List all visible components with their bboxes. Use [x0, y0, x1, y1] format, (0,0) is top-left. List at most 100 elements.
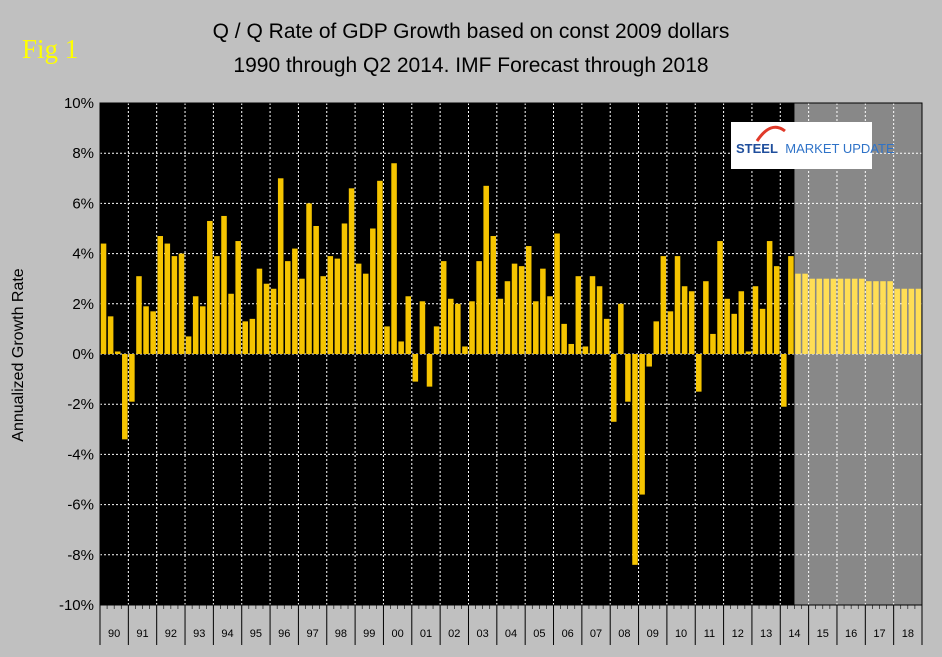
- bar-actual: [766, 241, 773, 354]
- bar-actual: [199, 306, 206, 354]
- x-tick-label: 02: [448, 628, 460, 640]
- logo-text: STEEL MARKET UPDATE: [736, 141, 895, 156]
- bar-actual: [518, 266, 525, 354]
- bar-forecast: [823, 278, 830, 354]
- bar-actual: [320, 276, 326, 354]
- y-axis-ticks: -10% -8% -6% -4% -2% 0% 2% 4% 6% 8% 10%: [59, 95, 94, 614]
- bar-actual: [710, 333, 716, 354]
- bar-actual: [703, 281, 709, 354]
- bar-actual: [781, 354, 787, 407]
- bar-actual: [164, 243, 171, 354]
- bar-actual: [724, 298, 730, 354]
- bar-actual: [483, 185, 489, 354]
- x-axis: 90 91 92 93 94 95 96 97 98 99 00 01 02 03 04 05 06 07 08 09…: [99, 604, 923, 645]
- bar-actual: [681, 286, 688, 354]
- bar-actual: [540, 268, 546, 354]
- bar-actual: [171, 256, 178, 354]
- bar-actual: [788, 256, 794, 354]
- logo-background: [731, 122, 872, 169]
- y-tick-label: 2%: [72, 296, 94, 313]
- y-tick-label: -6%: [67, 497, 94, 514]
- bar-actual: [596, 286, 603, 354]
- bar-actual: [455, 303, 461, 354]
- y-tick-label: -8%: [67, 547, 94, 564]
- bar-actual: [773, 266, 780, 354]
- x-tick-label: 94: [221, 628, 233, 640]
- x-tick-label: 12: [732, 628, 744, 640]
- bar-actual: [362, 273, 369, 354]
- bar-actual: [277, 178, 284, 354]
- bar-actual: [327, 256, 334, 354]
- bar-actual: [490, 236, 497, 354]
- bar-forecast: [866, 281, 872, 354]
- logo-swoosh-icon: [755, 125, 786, 142]
- bar-forecast: [844, 278, 851, 354]
- y-tick-label: -10%: [59, 597, 94, 614]
- x-tick-label: 11: [704, 628, 715, 640]
- x-tick-label: 01: [420, 628, 432, 640]
- x-tick-label: 03: [477, 628, 489, 640]
- bar-forecast: [880, 281, 886, 354]
- bar-actual: [136, 276, 142, 354]
- bar-forecast: [894, 288, 900, 354]
- x-tick-label: 15: [817, 628, 829, 640]
- bar-forecast: [887, 281, 893, 354]
- figure-label: Fig 1: [22, 34, 78, 64]
- plot-border: [99, 102, 923, 606]
- x-tick-label: 97: [306, 628, 318, 640]
- bar-actual: [214, 256, 220, 354]
- bar-actual: [377, 180, 383, 354]
- bar-actual: [433, 326, 440, 354]
- bar-actual: [561, 323, 567, 354]
- y-tick-label: 0%: [72, 346, 94, 363]
- bar-actual: [525, 246, 532, 354]
- bar-actual: [448, 298, 454, 354]
- steel-market-update-logo: STEEL MARKET UPDATE: [731, 122, 895, 169]
- x-tick-label: 18: [902, 628, 914, 640]
- bars-group: [100, 163, 922, 565]
- bar-actual: [299, 278, 305, 354]
- bar-actual: [157, 236, 163, 354]
- bar-actual: [476, 261, 482, 354]
- x-tick-label: 07: [590, 628, 602, 640]
- bar-actual: [391, 163, 397, 354]
- bar-actual: [738, 291, 745, 354]
- x-tick-label: 17: [873, 628, 885, 640]
- bar-actual: [249, 318, 256, 354]
- y-tick-label: 4%: [72, 246, 94, 263]
- bar-actual: [469, 301, 475, 354]
- bar-actual: [575, 276, 582, 354]
- bar-forecast: [873, 281, 879, 354]
- bar-actual: [554, 233, 560, 354]
- x-tick-label: 14: [788, 628, 800, 640]
- bar-actual: [256, 268, 263, 354]
- bar-actual: [589, 276, 596, 354]
- bar-actual: [717, 241, 723, 354]
- bar-actual: [100, 243, 107, 354]
- bar-actual: [504, 281, 511, 354]
- bar-actual: [603, 318, 610, 354]
- bar-actual: [143, 306, 149, 354]
- y-tick-label: 8%: [72, 145, 94, 162]
- bar-actual: [270, 288, 277, 354]
- bar-actual: [405, 296, 412, 354]
- bar-actual: [221, 215, 227, 354]
- x-tick-label: 95: [250, 628, 262, 640]
- bar-actual: [207, 220, 213, 354]
- x-tick-label: 05: [533, 628, 545, 640]
- bar-actual: [610, 354, 617, 422]
- bar-actual: [107, 316, 114, 354]
- x-tick-label: 92: [165, 628, 177, 640]
- x-tick-label: 04: [505, 628, 517, 640]
- bar-actual: [625, 354, 631, 402]
- bar-actual: [511, 263, 518, 354]
- bar-forecast: [809, 278, 815, 354]
- bar-actual: [440, 261, 447, 354]
- bar-actual: [285, 261, 291, 354]
- x-tick-label: 13: [760, 628, 772, 640]
- bar-forecast: [851, 278, 858, 354]
- bar-actual: [646, 354, 652, 367]
- x-tick-label: 06: [562, 628, 574, 640]
- bar-actual: [292, 248, 298, 354]
- bar-actual: [228, 293, 234, 354]
